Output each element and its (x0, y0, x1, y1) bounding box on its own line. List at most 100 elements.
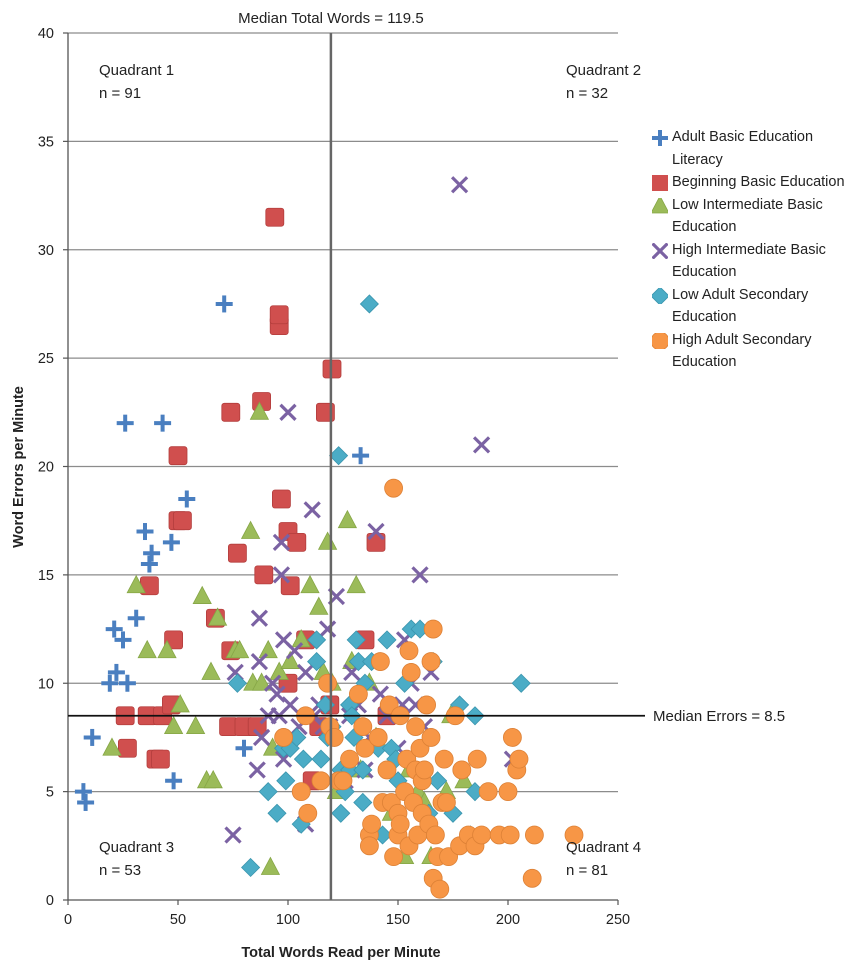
data-point (472, 436, 491, 454)
data-point (367, 522, 385, 541)
data-point (377, 760, 397, 780)
data-point (192, 585, 212, 604)
data-point (235, 739, 253, 757)
data-point (478, 782, 498, 802)
y-axis-label: Word Errors per Minute (11, 386, 27, 548)
data-point (307, 630, 327, 650)
data-point (267, 803, 287, 823)
legend-marker-icon (652, 287, 668, 304)
data-point (224, 826, 242, 844)
data-point (384, 478, 404, 498)
data-point (423, 619, 443, 639)
data-point (337, 509, 358, 529)
data-point (157, 639, 177, 659)
data-point (116, 414, 134, 432)
data-point (362, 814, 382, 834)
data-point (272, 566, 291, 584)
data-point (355, 738, 375, 758)
legend-label: Beginning Basic Education (672, 174, 845, 190)
data-point (500, 825, 520, 845)
data-point (118, 738, 137, 758)
y-tick-label: 35 (38, 134, 54, 150)
data-point (241, 857, 261, 878)
quadrant-name: Quadrant 3 (99, 839, 174, 856)
data-points (74, 176, 584, 899)
data-point (417, 695, 437, 715)
data-point (318, 673, 338, 693)
data-point (168, 446, 188, 466)
data-point (172, 511, 192, 531)
data-point (137, 639, 157, 659)
data-point (368, 728, 388, 747)
data-point (414, 760, 434, 780)
y-tick-label: 20 (38, 460, 54, 476)
legend-item: Adult Basic Education Literacy (652, 126, 862, 171)
data-point (298, 803, 318, 823)
legend-label: Adult Basic Education Literacy (672, 129, 814, 168)
data-point (359, 836, 379, 856)
data-point (652, 242, 668, 259)
legend-marker-icon (652, 197, 668, 213)
data-point (384, 847, 404, 867)
quadrant-labels: Quadrant 1 n = 91 Quadrant 2 n = 32 Quadrant… (99, 62, 641, 879)
data-point (150, 749, 170, 769)
data-point (276, 771, 296, 791)
data-point (525, 825, 544, 845)
data-point (370, 652, 390, 671)
data-point (258, 782, 278, 802)
data-point (102, 737, 122, 756)
data-point (207, 607, 228, 626)
quadrant-name: Quadrant 4 (566, 839, 641, 856)
legend-item: Beginning Basic Education (652, 171, 862, 194)
series-plus (74, 295, 370, 811)
data-point (300, 574, 320, 594)
data-point (258, 639, 278, 659)
data-point (227, 673, 247, 693)
data-point (254, 565, 274, 585)
data-point (251, 672, 272, 691)
data-point (272, 533, 291, 551)
data-point (240, 520, 261, 539)
data-point (421, 728, 441, 747)
data-point (450, 176, 469, 194)
x-tick-label: 50 (170, 912, 186, 928)
data-point (203, 769, 223, 789)
data-point (511, 673, 531, 693)
data-point (434, 749, 454, 769)
data-point (201, 661, 221, 680)
data-point (279, 403, 297, 421)
data-point (401, 663, 421, 682)
data-point (293, 749, 313, 769)
data-point (329, 446, 349, 466)
x-tick-label: 200 (496, 912, 520, 928)
y-tick-label: 30 (38, 243, 54, 259)
data-point (318, 620, 337, 638)
data-point (263, 674, 282, 692)
median-errors-label: Median Errors = 8.5 (653, 708, 785, 725)
y-tick-label: 10 (38, 676, 54, 692)
data-point (348, 652, 368, 672)
data-point (154, 414, 172, 432)
data-point (509, 749, 529, 769)
data-point (229, 639, 250, 659)
data-point (340, 749, 360, 769)
data-point (472, 825, 492, 845)
data-point (311, 749, 331, 769)
x-axis-label: Total Words Read per Minute (241, 945, 440, 961)
y-tick-label: 0 (46, 893, 54, 909)
data-point (652, 130, 668, 146)
data-point (428, 771, 448, 791)
data-point (454, 769, 474, 789)
legend-item: High Adult Secondary Education (652, 329, 862, 374)
data-point (652, 332, 668, 349)
legend-label: High Intermediate Basic Education (672, 241, 826, 281)
data-point (377, 630, 397, 650)
data-point (268, 685, 286, 703)
gridlines (68, 32, 618, 793)
legend-marker-icon (652, 175, 668, 191)
data-point (348, 684, 368, 704)
quadrant-count: n = 81 (566, 862, 608, 879)
data-point (281, 696, 299, 714)
data-point (291, 629, 311, 648)
data-point (101, 674, 119, 692)
